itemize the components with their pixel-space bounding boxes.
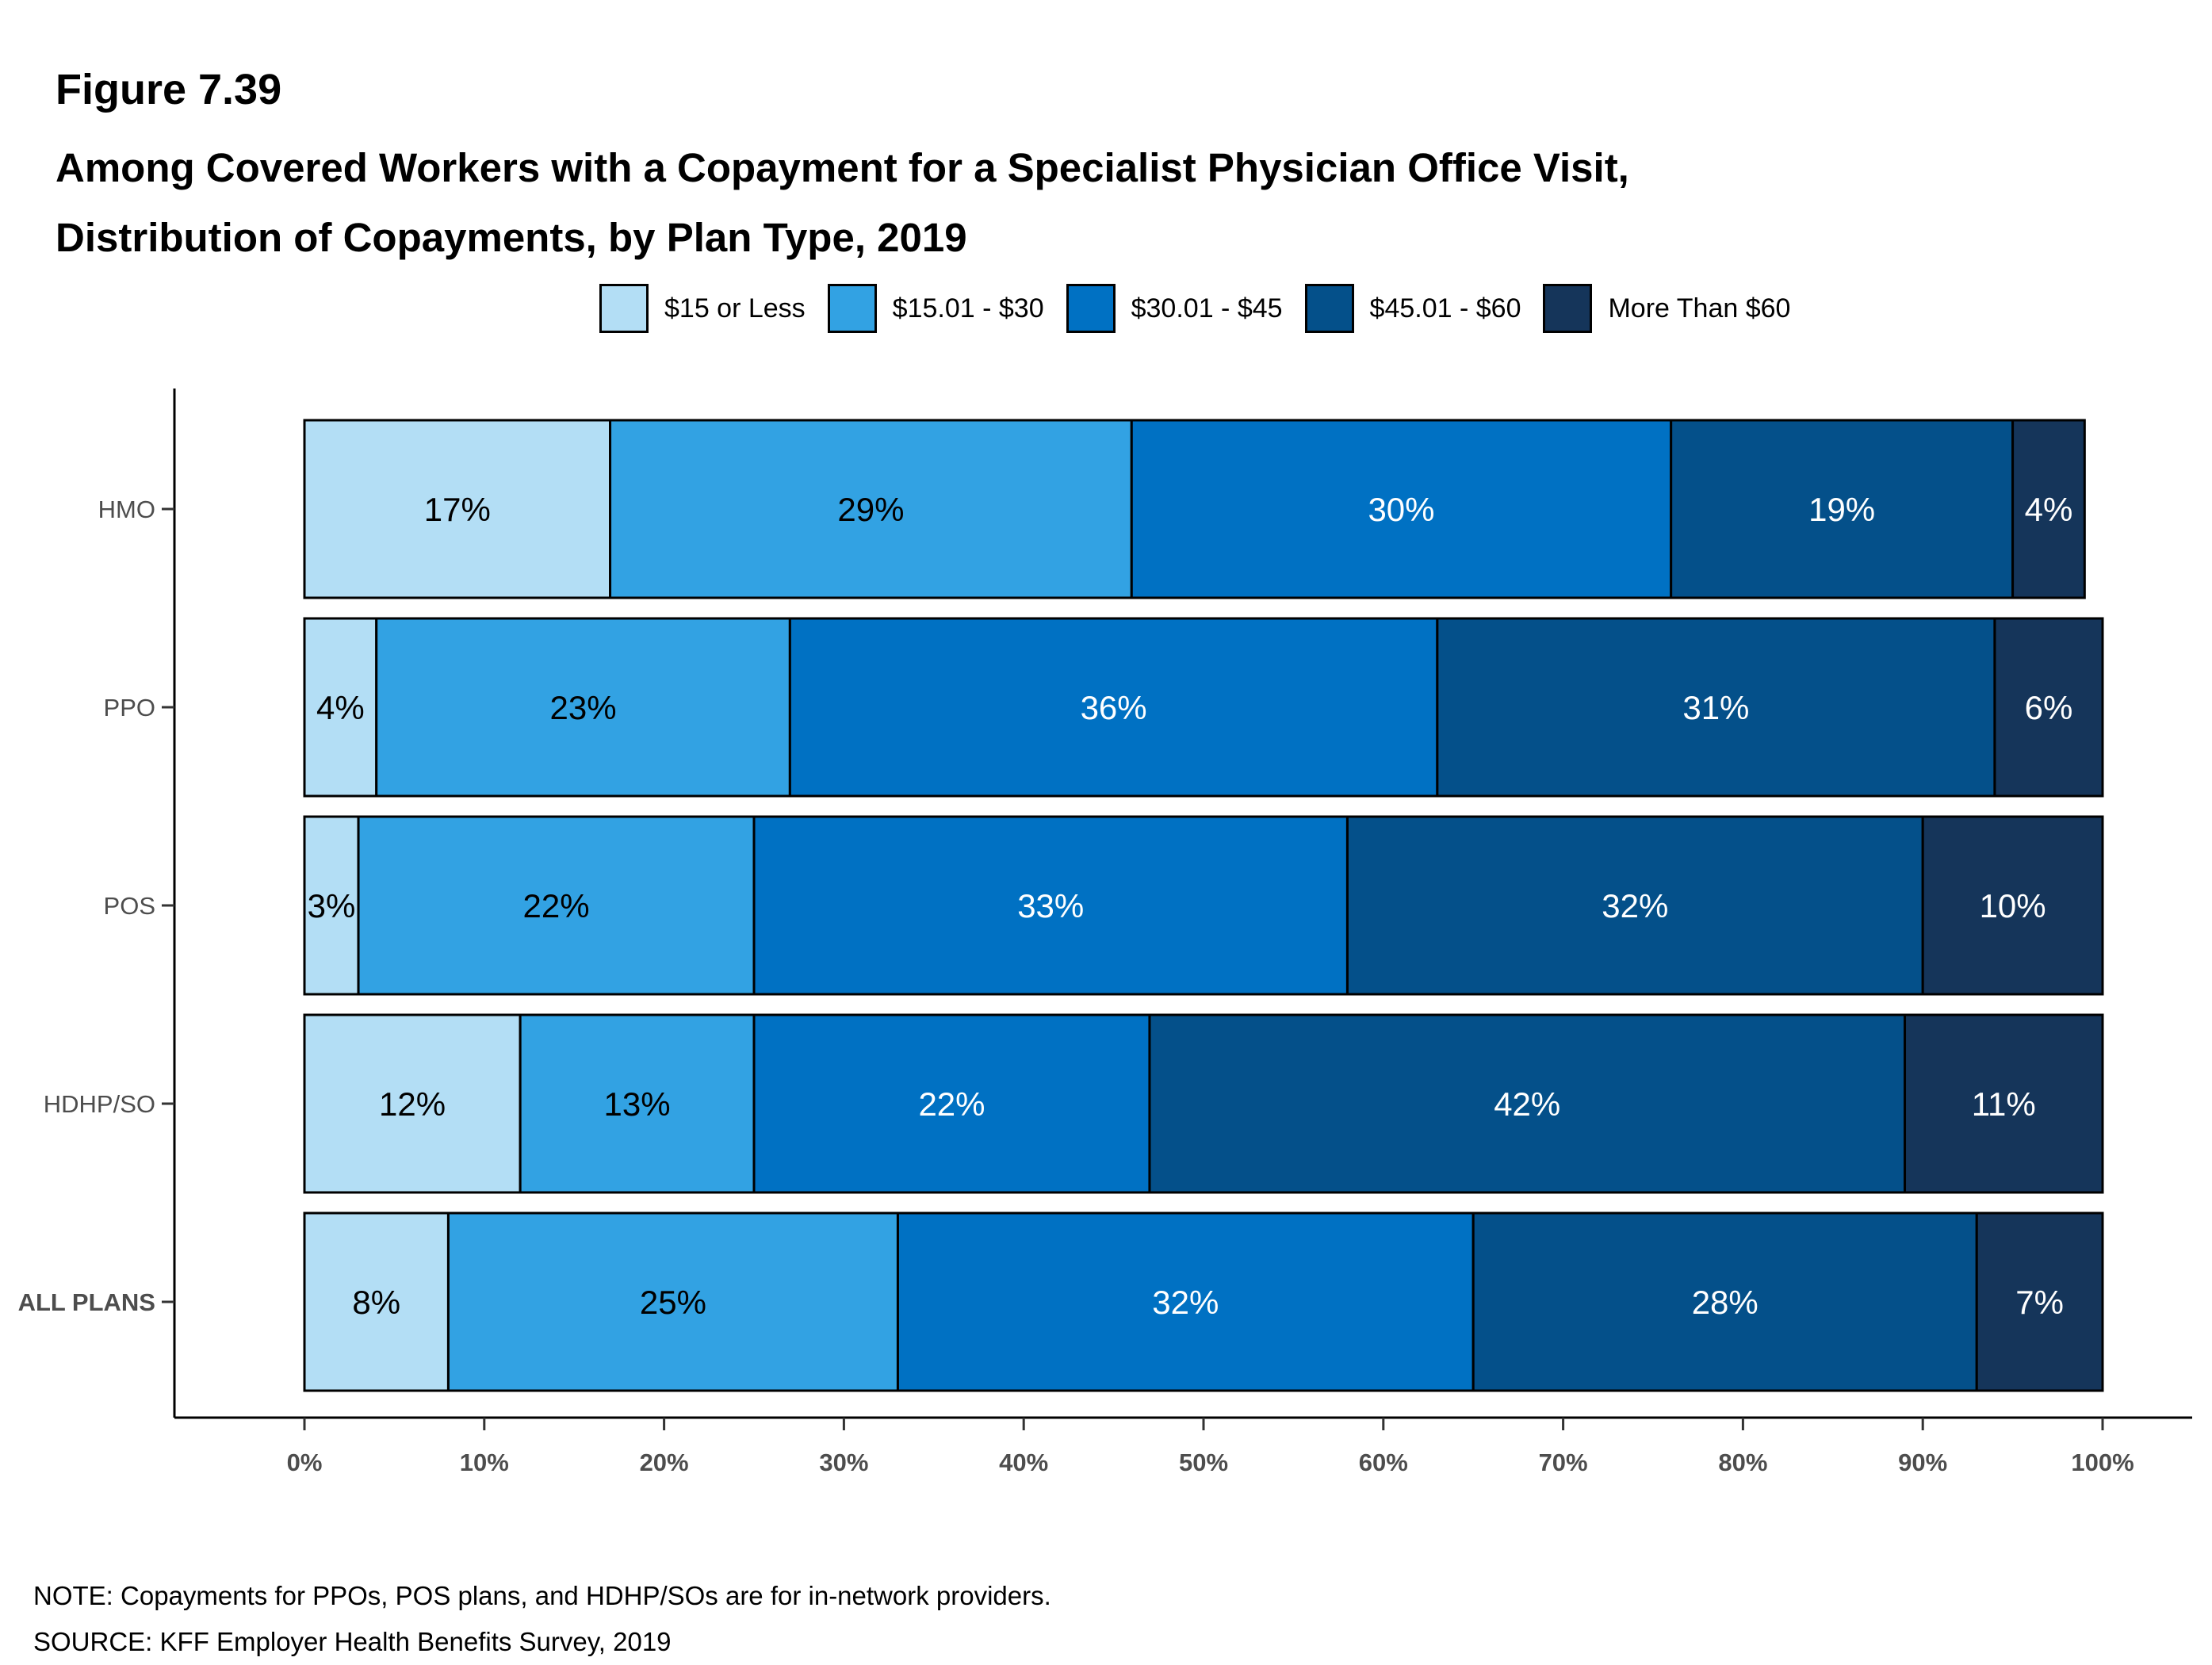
category-label: HMO xyxy=(98,496,155,523)
data-label: 12% xyxy=(379,1085,446,1123)
bar-segment xyxy=(1670,419,2015,599)
data-label: 8% xyxy=(352,1284,400,1321)
legend-swatch xyxy=(1543,284,1593,333)
category-label: HDHP/SO xyxy=(44,1090,155,1118)
data-label: 29% xyxy=(837,491,904,528)
legend-item: $30.01 - $45 xyxy=(1066,284,1283,333)
data-label: 17% xyxy=(424,491,491,528)
data-label: 13% xyxy=(604,1085,671,1123)
bar-segment xyxy=(357,815,756,996)
bar-segment xyxy=(375,617,791,798)
legend-item: $45.01 - $60 xyxy=(1304,284,1521,333)
x-tick-label: 70% xyxy=(1539,1449,1588,1476)
data-label: 11% xyxy=(1972,1085,2036,1123)
category-label: POS xyxy=(104,892,155,920)
bar-segment xyxy=(446,1211,899,1392)
data-label: 31% xyxy=(1682,689,1749,726)
data-label: 4% xyxy=(2025,491,2073,528)
data-label: 36% xyxy=(1081,689,1147,726)
bar-segment xyxy=(303,1013,522,1194)
data-label: 4% xyxy=(316,689,365,726)
bar-segment xyxy=(609,419,1133,599)
data-label: 3% xyxy=(308,887,356,924)
bar-segment xyxy=(896,1211,1475,1392)
bar-segment xyxy=(1993,617,2104,798)
x-tick-label: 80% xyxy=(1718,1449,1767,1476)
category-label: PPO xyxy=(104,694,155,722)
x-tick-label: 60% xyxy=(1359,1449,1408,1476)
chart-title-line-1: Among Covered Workers with a Copayment f… xyxy=(55,145,1629,190)
data-label: 6% xyxy=(2025,689,2073,726)
bar-segment xyxy=(1975,1211,2104,1392)
data-label: 28% xyxy=(1692,1284,1759,1321)
data-label: 33% xyxy=(1017,887,1084,924)
legend-swatch xyxy=(599,284,649,333)
legend-label: $15.01 - $30 xyxy=(892,293,1044,323)
figure-label: Figure 7.39 xyxy=(55,66,282,113)
chart-title-line-2: Distribution of Copayments, by Plan Type… xyxy=(55,215,967,260)
bar-segment xyxy=(303,419,612,599)
bar-segment xyxy=(2011,419,2086,599)
category-label: ALL PLANS xyxy=(18,1288,155,1316)
x-tick-label: 30% xyxy=(819,1449,868,1476)
legend-swatch xyxy=(1304,284,1354,333)
x-tick-label: 0% xyxy=(287,1449,323,1476)
data-label: 42% xyxy=(1494,1085,1560,1123)
bar-segment xyxy=(1130,419,1673,599)
bar-segment xyxy=(1436,617,1996,798)
data-label: 30% xyxy=(1368,491,1434,528)
data-label: 19% xyxy=(1808,491,1875,528)
data-label: 10% xyxy=(1980,887,2046,924)
legend-label: $30.01 - $45 xyxy=(1131,293,1283,323)
legend-label: More Than $60 xyxy=(1608,293,1791,323)
legend-item: More Than $60 xyxy=(1543,284,1790,333)
bar-segment xyxy=(1345,815,1924,996)
chart-legend: $15 or Less $15.01 - $30 $30.01 - $45 $45.0… xyxy=(599,281,1812,336)
data-label: 25% xyxy=(640,1284,706,1321)
x-tick-label: 40% xyxy=(999,1449,1048,1476)
x-tick-label: 50% xyxy=(1179,1449,1228,1476)
x-tick-label: 20% xyxy=(640,1449,689,1476)
x-tick-label: 90% xyxy=(1898,1449,1947,1476)
x-tick-label: 100% xyxy=(2071,1449,2134,1476)
bar-segment xyxy=(303,617,378,798)
bar-segment xyxy=(752,815,1349,996)
data-label: 22% xyxy=(918,1085,985,1123)
bar-segment xyxy=(1921,815,2104,996)
legend-item: $15 or Less xyxy=(599,284,806,333)
data-label: 32% xyxy=(1602,887,1668,924)
legend-swatch xyxy=(827,284,877,333)
bar-segment xyxy=(519,1013,756,1194)
source-note: SOURCE: KFF Employer Health Benefits Sur… xyxy=(33,1627,672,1656)
footnote: NOTE: Copayments for PPOs, POS plans, an… xyxy=(33,1581,1051,1610)
legend-item: $15.01 - $30 xyxy=(827,284,1044,333)
bar-segment xyxy=(303,1211,450,1392)
legend-label: $45.01 - $60 xyxy=(1369,293,1521,323)
data-label: 7% xyxy=(2015,1284,2064,1321)
bar-segment xyxy=(1148,1013,1907,1194)
data-label: 23% xyxy=(550,689,617,726)
data-label: 32% xyxy=(1152,1284,1219,1321)
x-tick-label: 10% xyxy=(460,1449,509,1476)
data-label: 22% xyxy=(522,887,589,924)
bar-segment xyxy=(1471,1211,1978,1392)
bar-segment xyxy=(788,617,1439,798)
bar-segment xyxy=(752,1013,1151,1194)
chart-title: Among Covered Workers with a Copayment f… xyxy=(55,133,2117,273)
legend-label: $15 or Less xyxy=(664,293,806,323)
bar-segment xyxy=(1904,1013,2104,1194)
legend-swatch xyxy=(1066,284,1116,333)
